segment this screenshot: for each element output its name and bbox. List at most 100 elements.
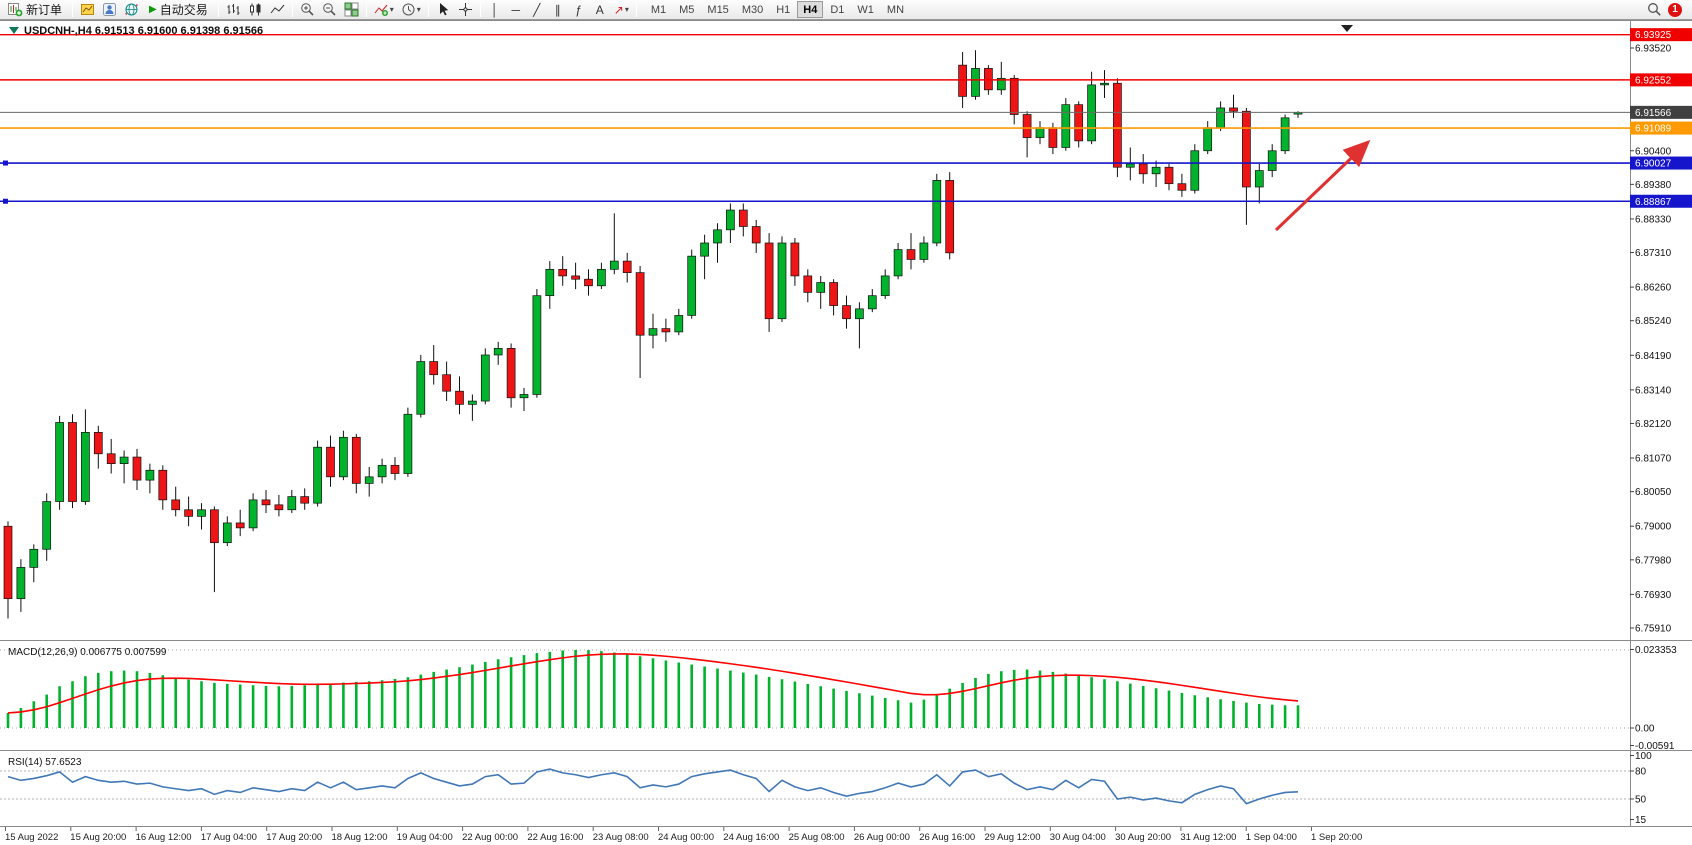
price-tick-label: 6.90400 — [1635, 146, 1672, 157]
fibonacci-button[interactable]: ƒ — [569, 1, 589, 19]
cycles-button[interactable]: ▾ — [398, 1, 424, 19]
time-axis-label: 30 Aug 04:00 — [1050, 832, 1106, 843]
profile-icon — [103, 3, 117, 16]
line-handle[interactable] — [3, 160, 8, 166]
arrow-annotation[interactable] — [1274, 139, 1371, 232]
price-badge — [1630, 121, 1692, 135]
price-tick-label: 6.84190 — [1635, 351, 1672, 362]
timeframe-w1[interactable]: W1 — [851, 1, 880, 18]
price-badge — [1630, 156, 1692, 170]
bull-candle — [287, 496, 297, 511]
new-order-button[interactable]: 新订单 — [2, 1, 68, 19]
charts-toolbar-button[interactable] — [77, 1, 98, 19]
globe-icon — [125, 3, 139, 16]
timeframe-m5[interactable]: M5 — [673, 1, 700, 18]
auto-trading-button[interactable]: ▶ 自动交易 — [143, 1, 214, 19]
bear-candle — [3, 525, 13, 600]
symbol-triangle-icon[interactable] — [9, 27, 19, 34]
bull-candle — [545, 268, 555, 297]
rsi-line — [7, 768, 1299, 805]
notification-badge[interactable]: 1 — [1668, 2, 1682, 17]
bear-candle — [390, 464, 400, 474]
bull-candle — [880, 275, 890, 297]
rsi-axis-label: 50 — [1635, 795, 1647, 806]
text-icon: A — [595, 2, 604, 17]
bull-candle — [1151, 166, 1161, 175]
bear-candle — [738, 209, 748, 227]
zoom-in-button[interactable] — [297, 1, 318, 19]
price-tick-label: 6.75910 — [1635, 624, 1672, 635]
bull-candle — [597, 268, 606, 287]
macd-label: MACD(12,26,9) 0.006775 0.007599 — [8, 647, 167, 658]
horizontal-line-button[interactable]: ─ — [506, 1, 526, 19]
timeframe-m1[interactable]: M1 — [645, 1, 672, 18]
toolbar-separator — [479, 2, 481, 17]
channel-button[interactable]: ∥ — [548, 1, 568, 19]
timeframe-h1[interactable]: H1 — [770, 1, 796, 18]
toolbar-separator — [635, 2, 637, 17]
bear-candle — [93, 432, 103, 455]
indicators-button[interactable]: ▾ — [371, 1, 397, 19]
bull-candle — [519, 394, 529, 399]
price-tick-label: 6.93520 — [1635, 44, 1672, 55]
price-badge — [1630, 105, 1692, 119]
bear-candle — [1242, 110, 1251, 188]
bear-candle — [429, 361, 439, 376]
bear-candle — [1138, 163, 1148, 175]
search-button[interactable] — [1644, 1, 1665, 19]
timeframe-m15[interactable]: M15 — [701, 1, 734, 18]
timeframe-m30[interactable]: M30 — [736, 1, 769, 18]
bar-chart-type-button[interactable] — [223, 1, 244, 19]
bear-candle — [751, 226, 761, 244]
time-axis-label: 26 Aug 16:00 — [919, 832, 975, 843]
zoom-in-icon — [300, 3, 314, 16]
macd-signal-line — [7, 653, 1299, 714]
timeframe-mn[interactable]: MN — [881, 1, 910, 18]
vertical-line-icon: │ — [491, 2, 499, 17]
terminal-toolbar-button[interactable] — [99, 1, 120, 19]
price-badge — [1630, 73, 1692, 87]
bull-candle — [867, 295, 877, 310]
bear-candle — [1164, 166, 1174, 185]
zoom-out-button[interactable] — [319, 1, 340, 19]
market-toolbar-button[interactable] — [121, 1, 142, 19]
price-tick-label: 6.86260 — [1635, 283, 1672, 294]
price-tick-label: 6.81070 — [1635, 454, 1672, 465]
timeframe-d1[interactable]: D1 — [824, 1, 850, 18]
bear-candle — [906, 249, 916, 260]
bull-candle — [816, 282, 826, 293]
timeframe-h4[interactable]: H4 — [797, 1, 824, 18]
time-axis-label: 1 Sep 04:00 — [1246, 832, 1297, 843]
trendline-button[interactable]: ╱ — [527, 1, 547, 19]
bear-candle — [351, 436, 361, 484]
bear-candle — [661, 328, 671, 333]
bull-candle — [1267, 150, 1277, 171]
line-handle[interactable] — [3, 198, 8, 204]
play-icon: ▶ — [149, 3, 157, 15]
bull-candle — [971, 68, 980, 97]
crosshair-button[interactable] — [455, 1, 476, 19]
price-badge-label: 6.90027 — [1635, 159, 1672, 170]
bear-candle — [171, 499, 181, 511]
candlestick-chart-type-button[interactable] — [245, 1, 266, 19]
tile-windows-icon — [344, 2, 359, 17]
shift-marker[interactable] — [1341, 25, 1353, 32]
price-badge-label: 6.91089 — [1635, 124, 1672, 135]
vertical-line-button[interactable]: │ — [485, 1, 505, 19]
price-tick-label: 6.80050 — [1635, 487, 1672, 498]
bear-candle — [235, 522, 245, 529]
toolbar-separator — [291, 2, 293, 17]
text-button[interactable]: A — [590, 1, 610, 19]
bear-candle — [958, 64, 967, 97]
tile-windows-button[interactable] — [341, 1, 362, 19]
bear-candle — [984, 68, 993, 91]
arrows-button[interactable]: ↗ ▾ — [611, 1, 632, 19]
line-chart-type-button[interactable] — [267, 1, 288, 19]
price-badge-label: 6.92552 — [1635, 75, 1672, 86]
bear-candle — [584, 278, 593, 287]
new-order-icon — [8, 3, 23, 17]
cursor-button[interactable] — [433, 1, 454, 19]
time-axis-label: 15 Aug 2022 — [5, 832, 58, 843]
bear-candle — [803, 275, 813, 293]
